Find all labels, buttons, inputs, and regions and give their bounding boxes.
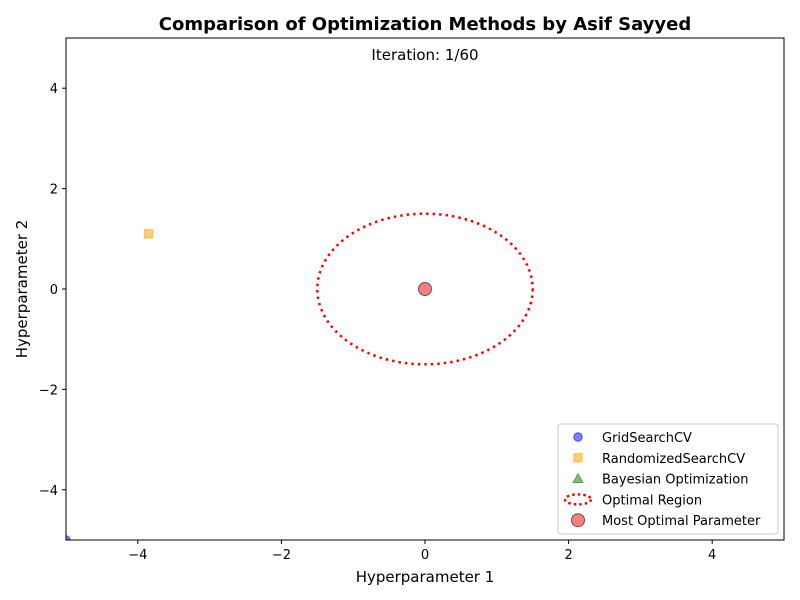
legend-marker [572, 472, 584, 483]
most-optimal-point [418, 282, 432, 296]
legend-label: Most Optimal Parameter [602, 514, 761, 529]
legend-label: Optimal Region [602, 493, 702, 508]
x-tick-label: −2 [272, 548, 291, 563]
chart-title: Comparison of Optimization Methods by As… [159, 14, 691, 35]
y-axis-label: Hyperparameter 2 [13, 220, 31, 359]
x-axis-label: Hyperparameter 1 [356, 568, 495, 586]
x-tick-label: 2 [564, 548, 572, 563]
legend-label: RandomizedSearchCV [602, 452, 745, 467]
plot-area [66, 212, 534, 540]
y-tick-label: −4 [39, 484, 58, 499]
legend-marker [573, 453, 583, 463]
x-tick-label: 0 [421, 548, 429, 563]
legend-box [557, 423, 779, 535]
legend-marker [563, 493, 593, 506]
legend: GridSearchCV RandomizedSearchCV Bayesian O… [557, 423, 779, 535]
x-tick-label: 4 [708, 548, 716, 563]
legend-marker [573, 432, 583, 442]
y-tick-label: −2 [39, 383, 58, 398]
iteration-label: Iteration: 1/60 [371, 46, 478, 64]
x-tick-label: −4 [128, 548, 147, 563]
legend-label: Bayesian Optimization [602, 473, 748, 488]
legend-marker [571, 513, 585, 528]
y-tick-label: 4 [50, 82, 58, 97]
data-point [143, 229, 154, 239]
optimal-region-circle [316, 212, 534, 366]
legend-label: GridSearchCV [602, 431, 692, 446]
axis-ticks: −4 −2 0 2 4 −4 −2 0 2 4 [39, 82, 717, 563]
y-tick-label: 2 [50, 183, 58, 198]
y-tick-label: 0 [50, 283, 58, 298]
